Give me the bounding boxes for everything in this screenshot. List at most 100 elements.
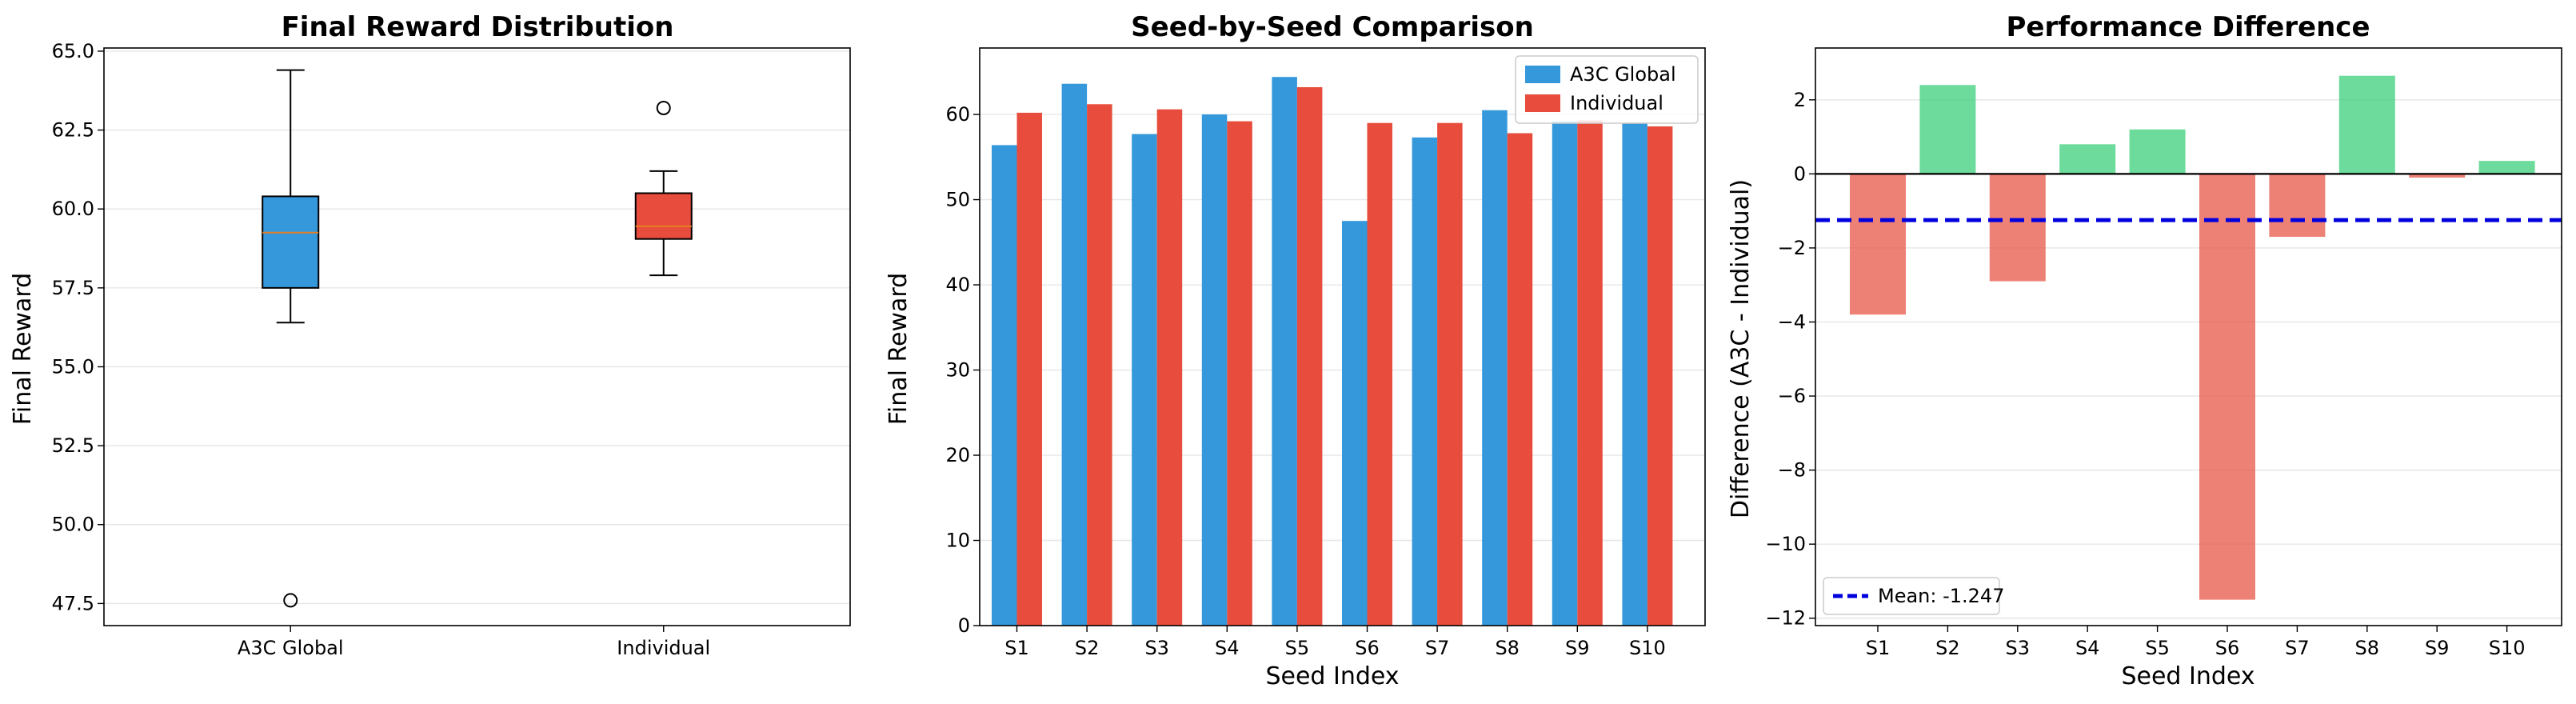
- box-y-tick-label: 52.5: [52, 434, 94, 457]
- seed-y-tick-label: 40: [945, 274, 970, 296]
- seed-y-tick-label: 50: [945, 189, 970, 211]
- bar-individual: [1156, 109, 1183, 626]
- box-x-tick-label: A3C Global: [238, 637, 344, 659]
- difference-x-axis-label: Seed Index: [2121, 662, 2254, 690]
- bar-positive-difference: [1919, 85, 1976, 174]
- legend-box: [1515, 55, 1699, 124]
- bar-a3c-global: [1342, 221, 1368, 626]
- outlier-point: [656, 100, 671, 115]
- bar-individual: [1647, 126, 1673, 626]
- bar-negative-difference: [1989, 174, 2046, 282]
- bar-a3c-global: [1201, 114, 1228, 626]
- bar-negative-difference: [2409, 174, 2466, 178]
- seed-x-tick-label: S6: [1355, 637, 1380, 659]
- bar-individual: [1296, 86, 1323, 626]
- seed-comparison-panel: Seed-by-Seed Comparison Final Reward See…: [885, 11, 1706, 690]
- difference-panel: Performance Difference Difference (A3C -…: [1727, 11, 2562, 690]
- box-plot-area: 47.5 50.0 52.5 55.0 57.5 60.0 62.5 65.0 A3C Glob…: [52, 40, 851, 659]
- box-plot-panel: Final Reward Distribution Final Reward 4…: [9, 11, 851, 659]
- box-plot-y-axis-label: Final Reward: [9, 273, 37, 425]
- bar-positive-difference: [2338, 75, 2395, 174]
- bar-positive-difference: [2059, 144, 2116, 174]
- diff-x-tick-label: S5: [2145, 637, 2170, 659]
- legend-box: [1823, 577, 2000, 615]
- seed-x-tick-label: S9: [1565, 637, 1590, 659]
- diff-x-tick-label: S3: [2006, 637, 2031, 659]
- difference-area: −12 −10 −8 −6 −4 −2 0 2 S1 S2 S3 S4 S5 S6 S7 S8 S9 S10 Mea…: [1765, 47, 2562, 659]
- bar-positive-difference: [2129, 129, 2186, 174]
- diff-y-tick-label: 2: [1794, 89, 1806, 111]
- seed-x-tick-label: S7: [1425, 637, 1450, 659]
- bar-individual: [1437, 122, 1463, 626]
- legend-swatch: [1525, 66, 1560, 83]
- diff-x-tick-label: S8: [2355, 637, 2380, 659]
- legend-swatch: [1525, 94, 1560, 112]
- seed-y-tick-label: 20: [945, 444, 970, 466]
- difference-title: Performance Difference: [2006, 11, 2370, 43]
- bar-individual: [1016, 112, 1042, 626]
- diff-y-tick-label: −12: [1765, 607, 1806, 630]
- seed-comparison-title: Seed-by-Seed Comparison: [1131, 11, 1534, 43]
- seed-comparison-x-axis-label: Seed Index: [1265, 662, 1399, 690]
- bar-a3c-global: [1061, 83, 1088, 626]
- seed-x-tick-label: S4: [1215, 637, 1240, 659]
- seed-x-tick-label: S8: [1495, 637, 1520, 659]
- bar-a3c-global: [1622, 122, 1647, 626]
- box-x-tick-label: Individual: [617, 637, 710, 659]
- seed-y-tick-label: 10: [945, 530, 970, 552]
- axes-frame: [103, 47, 851, 626]
- bar-a3c-global: [1552, 121, 1578, 626]
- seed-x-tick-label: S2: [1075, 637, 1100, 659]
- legend-label: A3C Global: [1570, 63, 1676, 86]
- bar-individual: [1507, 133, 1533, 626]
- box: [262, 195, 320, 289]
- diff-x-tick-label: S10: [2489, 637, 2526, 659]
- seed-y-tick-label: 60: [945, 103, 970, 126]
- box-y-tick-label: 47.5: [52, 592, 94, 614]
- diff-y-tick-label: −8: [1778, 459, 1806, 482]
- box-y-tick-label: 57.5: [52, 277, 94, 299]
- seed-comparison-area: 0 10 20 30 40 50 60 S1 S2 S3 S4 S5 S6 S7 S8 S9 S10 A3C Gl…: [945, 47, 1706, 659]
- diff-y-tick-label: 0: [1794, 162, 1806, 185]
- seed-x-tick-label: S5: [1285, 637, 1310, 659]
- diff-x-tick-label: S6: [2215, 637, 2240, 659]
- diff-x-tick-label: S9: [2425, 637, 2450, 659]
- box-y-tick-label: 60.0: [52, 198, 94, 220]
- diff-y-tick-label: −4: [1778, 310, 1806, 333]
- diff-x-tick-label: S2: [1935, 637, 1960, 659]
- diff-y-tick-label: −2: [1778, 237, 1806, 259]
- bar-negative-difference: [1850, 174, 1906, 315]
- box-plot-title: Final Reward Distribution: [282, 11, 674, 43]
- diff-x-tick-label: S1: [1866, 637, 1891, 659]
- bar-a3c-global: [992, 145, 1017, 626]
- seed-y-tick-label: 30: [945, 359, 970, 382]
- box-y-tick-label: 50.0: [52, 514, 94, 536]
- bar-individual: [1087, 104, 1112, 626]
- bar-a3c-global: [1132, 134, 1157, 626]
- diff-x-tick-label: S7: [2285, 637, 2310, 659]
- seed-y-tick-label: 0: [958, 614, 970, 637]
- box: [634, 192, 693, 240]
- bar-a3c-global: [1272, 77, 1297, 626]
- diff-y-tick-label: −10: [1765, 533, 1806, 555]
- legend-mean-label: Mean: -1.247: [1878, 585, 2004, 607]
- bar-individual: [1367, 122, 1392, 626]
- axes-frame: [1815, 47, 2562, 626]
- seed-x-tick-label: S10: [1629, 637, 1666, 659]
- axes-frame: [979, 47, 1706, 626]
- legend-label: Individual: [1570, 92, 1663, 114]
- diff-x-tick-label: S4: [2075, 637, 2100, 659]
- bar-negative-difference: [2199, 174, 2255, 600]
- bar-individual: [1227, 121, 1252, 626]
- seed-comparison-y-axis-label: Final Reward: [885, 273, 913, 425]
- bar-a3c-global: [1482, 110, 1508, 626]
- bar-positive-difference: [2478, 161, 2535, 174]
- bar-negative-difference: [2269, 174, 2326, 238]
- diff-y-tick-label: −6: [1778, 385, 1806, 407]
- difference-y-axis-label: Difference (A3C - Individual): [1727, 179, 1755, 518]
- bar-individual: [1577, 120, 1603, 626]
- seed-x-tick-label: S3: [1144, 637, 1169, 659]
- seed-x-tick-label: S1: [1004, 637, 1029, 659]
- box-y-tick-label: 65.0: [52, 40, 94, 62]
